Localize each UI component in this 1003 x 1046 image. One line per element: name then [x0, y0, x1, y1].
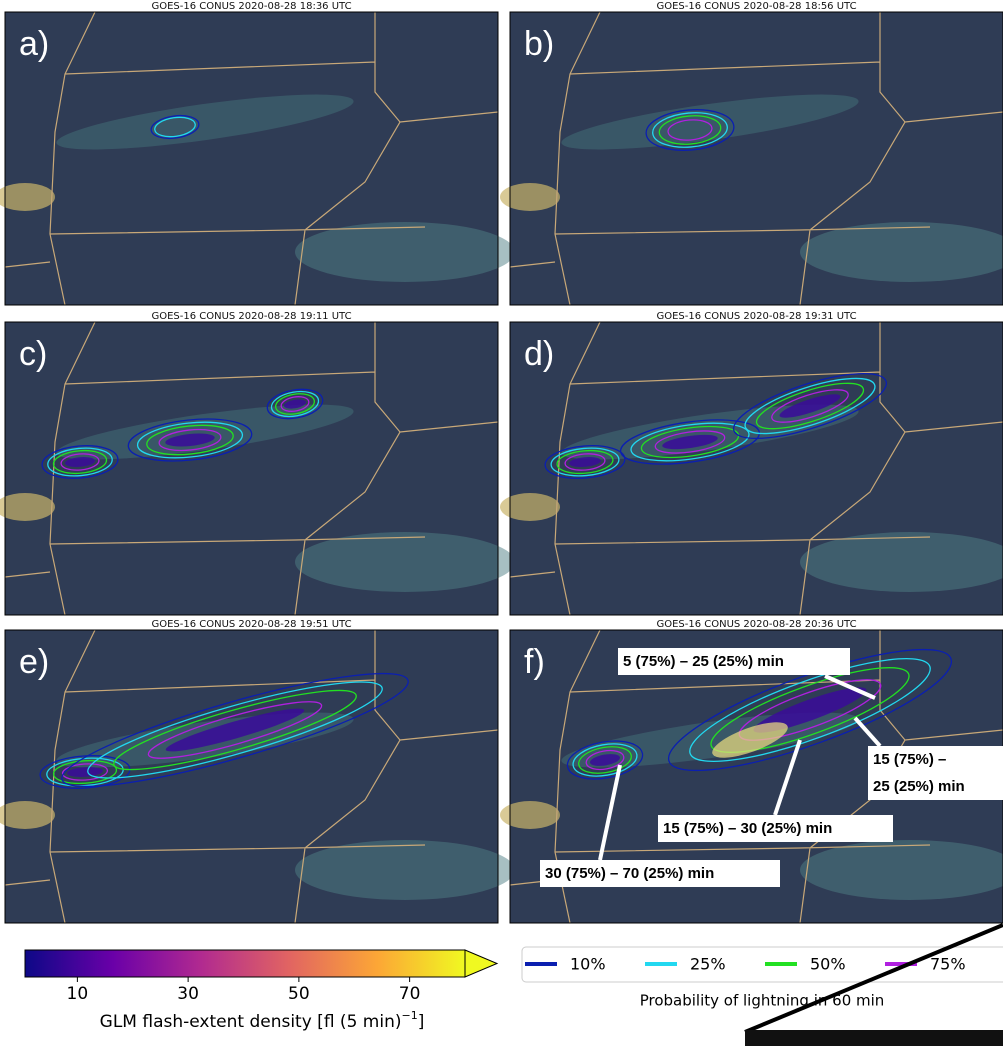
- panel-letter: b): [524, 25, 554, 63]
- colorbar-label-part: GLM flash-extent density [fl (5 min): [100, 1012, 402, 1032]
- panel: b): [500, 12, 1003, 305]
- panel-letter: a): [19, 25, 49, 63]
- colorbar-extend: [465, 950, 497, 977]
- panel: a): [0, 12, 515, 305]
- colorbar-label: GLM flash-extent density [fl (5 min)−1]: [100, 1009, 425, 1033]
- panel-title: GOES-16 CONUS 2020-08-28 20:36 UTC: [656, 619, 856, 630]
- overlay-box: [745, 1030, 1003, 1046]
- legend-label: 10%: [570, 955, 606, 974]
- panel: e): [0, 630, 515, 923]
- panel-title: GOES-16 CONUS 2020-08-28 19:31 UTC: [656, 311, 856, 322]
- panel-title: GOES-16 CONUS 2020-08-28 18:36 UTC: [151, 1, 351, 12]
- annotation-text: 15 (75%) – 30 (25%) min: [663, 820, 832, 837]
- colorbar-tick-label: 50: [288, 984, 310, 1004]
- annotation-text: 5 (75%) – 25 (25%) min: [623, 653, 784, 670]
- panel-letter: f): [524, 643, 545, 681]
- panel: c): [0, 322, 515, 615]
- panel-letter: c): [19, 335, 47, 373]
- cloud: [295, 222, 515, 282]
- panel-title: GOES-16 CONUS 2020-08-28 19:51 UTC: [151, 619, 351, 630]
- annotation-text: 15 (75%) –: [873, 751, 946, 768]
- colorbar-tick-label: 10: [67, 984, 89, 1004]
- colorbar-tick-label: 30: [177, 984, 199, 1004]
- annotation-text: 25 (25%) min: [873, 778, 965, 795]
- colorbar-label-part: −1: [401, 1009, 417, 1022]
- cloud: [500, 801, 560, 829]
- figure-canvas: GOES-16 CONUS 2020-08-28 18:36 UTC a) GOES…: [0, 0, 1003, 1046]
- cloud: [295, 840, 515, 900]
- panel: d): [500, 322, 1003, 615]
- colorbar-label-part: ]: [418, 1012, 425, 1032]
- panel-title: GOES-16 CONUS 2020-08-28 19:11 UTC: [151, 311, 351, 322]
- cloud: [295, 532, 515, 592]
- figure: GOES-16 CONUS 2020-08-28 18:36 UTC a) GOES…: [0, 0, 1003, 1046]
- legend-title: Probability of lightning in 60 min: [640, 992, 885, 1010]
- panel-letter: e): [19, 643, 49, 681]
- panel-title: GOES-16 CONUS 2020-08-28 18:56 UTC: [656, 1, 856, 12]
- legend-label: 50%: [810, 955, 846, 974]
- panel-letter: d): [524, 335, 554, 373]
- legend-label: 25%: [690, 955, 726, 974]
- colorbar-tick-label: 70: [399, 984, 421, 1004]
- cloud: [500, 183, 560, 211]
- colorbar: [25, 950, 465, 977]
- annotation-text: 30 (75%) – 70 (25%) min: [545, 865, 714, 882]
- legend-label: 75%: [930, 955, 966, 974]
- cloud: [500, 493, 560, 521]
